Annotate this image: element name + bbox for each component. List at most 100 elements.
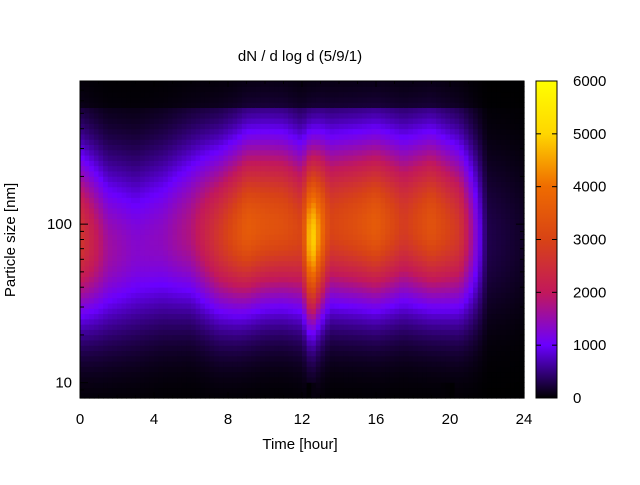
heatmap-cell: [403, 260, 409, 267]
heatmap-cell: [191, 139, 197, 145]
heatmap-cell: [177, 250, 183, 256]
heatmap-cell: [357, 96, 363, 103]
heatmap-cell: [463, 366, 470, 373]
heatmap-cell: [84, 355, 90, 362]
heatmap-cell: [172, 334, 178, 341]
heatmap-cell: [315, 382, 322, 389]
heatmap-cell: [158, 186, 164, 193]
heatmap-cell: [218, 265, 224, 272]
heatmap-cell: [403, 366, 409, 373]
heatmap-cell: [223, 255, 229, 262]
heatmap-cell: [283, 207, 289, 214]
heatmap-cell: [117, 112, 123, 119]
heatmap-cell: [329, 281, 335, 288]
heatmap-cell: [292, 128, 298, 135]
heatmap-cell: [251, 239, 257, 246]
heatmap-cell: [107, 313, 113, 320]
heatmap-cell: [385, 133, 391, 140]
heatmap-cell: [117, 366, 123, 373]
heatmap-cell: [181, 239, 187, 246]
heatmap-cell: [371, 123, 377, 130]
heatmap-cell: [260, 213, 266, 219]
heatmap-cell: [181, 361, 187, 367]
heatmap-cell: [149, 207, 155, 214]
heatmap-cell: [422, 339, 428, 346]
heatmap-cell: [195, 361, 201, 367]
heatmap-cell: [422, 218, 428, 225]
heatmap-cell: [339, 302, 345, 309]
heatmap-cell: [181, 197, 187, 204]
heatmap-cell: [121, 276, 127, 283]
heatmap-cell: [297, 181, 303, 188]
heatmap-cell: [431, 366, 437, 373]
heatmap-cell: [228, 213, 234, 219]
heatmap-cell: [186, 165, 192, 172]
heatmap-cell: [348, 81, 354, 87]
heatmap-cell: [93, 176, 100, 182]
heatmap-cell: [84, 202, 90, 209]
heatmap-cell: [89, 392, 95, 399]
heatmap-cell: [325, 324, 331, 330]
heatmap-cell: [302, 297, 308, 304]
heatmap-cell: [135, 117, 141, 124]
heatmap-cell: [154, 186, 160, 193]
heatmap-cell: [371, 265, 377, 272]
heatmap-cell: [167, 260, 174, 267]
heatmap-cell: [450, 86, 456, 93]
heatmap-cell: [191, 271, 197, 278]
heatmap-cell: [89, 271, 95, 278]
heatmap-cell: [172, 371, 178, 378]
heatmap-cell: [325, 181, 331, 188]
heatmap-cell: [292, 165, 298, 172]
heatmap-cell: [417, 81, 423, 87]
heatmap-cell: [103, 329, 109, 336]
heatmap-cell: [255, 181, 261, 188]
heatmap-cell: [260, 292, 266, 299]
heatmap-cell: [426, 308, 433, 315]
heatmap-cell: [167, 96, 174, 103]
heatmap-cell: [325, 292, 331, 299]
heatmap-cell: [172, 308, 178, 315]
heatmap-cell: [325, 302, 331, 309]
heatmap-cell: [399, 339, 405, 346]
heatmap-cell: [228, 255, 234, 262]
heatmap-cell: [385, 160, 391, 167]
heatmap-cell: [389, 281, 396, 288]
heatmap-cell: [107, 334, 113, 341]
heatmap-cell: [417, 197, 423, 204]
heatmap-cell: [459, 292, 465, 299]
heatmap-cell: [112, 96, 118, 103]
heatmap-cell: [121, 297, 127, 304]
heatmap-cell: [98, 186, 104, 193]
heatmap-cell: [334, 318, 340, 325]
heatmap-cell: [436, 244, 442, 251]
heatmap-cell: [89, 281, 95, 288]
heatmap-cell: [417, 86, 423, 93]
heatmap-cell: [325, 308, 331, 315]
heatmap-cell: [352, 181, 359, 188]
heatmap-cell: [288, 361, 294, 367]
heatmap-cell: [218, 218, 224, 225]
heatmap-cell: [366, 334, 372, 341]
heatmap-cell: [167, 176, 174, 182]
heatmap-cell: [84, 329, 90, 336]
heatmap-cell: [121, 102, 127, 109]
heatmap-cell: [121, 139, 127, 145]
heatmap-cell: [265, 334, 271, 341]
heatmap-cell: [121, 112, 127, 119]
heatmap-cell: [413, 324, 419, 330]
heatmap-cell: [200, 112, 206, 119]
heatmap-cell: [93, 260, 100, 267]
heatmap-cell: [376, 361, 382, 367]
heatmap-cell: [426, 181, 433, 188]
heatmap-cell: [283, 191, 289, 198]
heatmap-cell: [191, 223, 197, 230]
heatmap-cell: [121, 123, 127, 130]
heatmap-cell: [186, 86, 192, 93]
heatmap-cell: [140, 128, 146, 135]
heatmap-cell: [366, 366, 372, 373]
heatmap-cell: [362, 355, 368, 362]
heatmap-cell: [362, 117, 368, 124]
heatmap-cell: [376, 255, 382, 262]
heatmap-cell: [339, 324, 345, 330]
